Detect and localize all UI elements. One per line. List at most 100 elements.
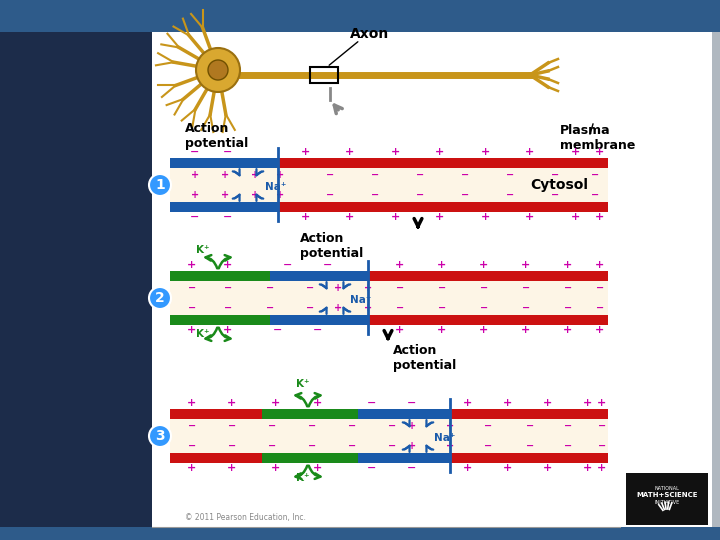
Text: −: − — [416, 190, 424, 200]
Text: Action
potential: Action potential — [185, 122, 248, 150]
Bar — [170, 202, 278, 212]
Text: +: + — [187, 463, 197, 473]
Text: −: − — [484, 421, 492, 431]
Text: +: + — [346, 147, 355, 157]
Text: +: + — [563, 260, 572, 270]
Text: +: + — [187, 398, 197, 408]
Bar — [712, 32, 720, 527]
Text: Action
potential: Action potential — [393, 344, 456, 372]
Text: +: + — [395, 325, 405, 335]
Text: +: + — [221, 190, 229, 200]
Text: NATIONAL: NATIONAL — [654, 485, 680, 490]
Text: +: + — [595, 260, 605, 270]
Bar — [152, 12, 712, 528]
Text: −: − — [188, 421, 196, 431]
Text: −: − — [461, 170, 469, 180]
Text: −: − — [188, 283, 196, 293]
Text: Action
potential: Action potential — [300, 232, 364, 260]
Bar — [170, 453, 262, 463]
Text: K⁺: K⁺ — [196, 245, 210, 255]
Text: −: − — [326, 190, 334, 200]
Text: −: − — [506, 190, 514, 200]
Text: −: − — [223, 147, 233, 157]
Text: +: + — [544, 463, 553, 473]
Text: −: − — [308, 441, 316, 451]
Text: −: − — [438, 283, 446, 293]
Text: +: + — [563, 325, 572, 335]
Text: +: + — [390, 212, 400, 222]
Bar — [278, 202, 608, 212]
Bar — [170, 271, 270, 281]
Text: +: + — [595, 325, 605, 335]
Text: 2: 2 — [155, 291, 165, 305]
Text: −: − — [367, 398, 377, 408]
Text: +: + — [503, 398, 513, 408]
Text: +: + — [187, 260, 197, 270]
Text: +: + — [334, 283, 342, 293]
Text: +: + — [364, 303, 372, 313]
Text: +: + — [223, 325, 233, 335]
Text: +: + — [521, 325, 531, 335]
Text: −: − — [388, 441, 396, 451]
Text: −: − — [461, 190, 469, 200]
Text: 3: 3 — [156, 429, 165, 443]
Bar — [262, 453, 358, 463]
Text: +: + — [390, 147, 400, 157]
Text: −: − — [551, 190, 559, 200]
Text: −: − — [596, 303, 604, 313]
Text: +: + — [187, 325, 197, 335]
Text: +: + — [570, 212, 580, 222]
Text: +: + — [464, 398, 472, 408]
Text: −: − — [190, 147, 199, 157]
Text: +: + — [191, 190, 199, 200]
Circle shape — [149, 425, 171, 447]
Circle shape — [149, 287, 171, 309]
Bar — [170, 315, 270, 325]
Text: −: − — [438, 303, 446, 313]
Text: −: − — [388, 421, 396, 431]
Text: +: + — [503, 463, 513, 473]
Text: +: + — [346, 212, 355, 222]
Bar — [358, 453, 450, 463]
Text: −: − — [416, 170, 424, 180]
Text: −: − — [313, 325, 323, 335]
Text: −: − — [188, 441, 196, 451]
Text: +: + — [595, 212, 605, 222]
Text: −: − — [283, 260, 293, 270]
Text: +: + — [595, 147, 605, 157]
Text: +: + — [228, 398, 237, 408]
Text: −: − — [526, 421, 534, 431]
Text: −: − — [268, 421, 276, 431]
Bar — [368, 271, 608, 281]
Bar — [278, 158, 608, 168]
Text: −: − — [564, 303, 572, 313]
Bar — [368, 315, 608, 325]
Text: −: − — [228, 421, 236, 431]
Text: −: − — [190, 212, 199, 222]
Text: −: − — [564, 283, 572, 293]
Bar — [270, 271, 368, 281]
Bar — [270, 315, 368, 325]
Text: −: − — [396, 303, 404, 313]
Text: MATH+SCIENCE: MATH+SCIENCE — [636, 492, 698, 498]
Text: © 2011 Pearson Education, Inc.: © 2011 Pearson Education, Inc. — [185, 513, 306, 522]
Text: −: − — [408, 398, 417, 408]
Text: +: + — [276, 190, 284, 200]
Text: −: − — [396, 283, 404, 293]
Text: −: − — [591, 170, 599, 180]
Text: +: + — [334, 303, 342, 313]
Text: +: + — [223, 260, 233, 270]
Text: +: + — [480, 260, 489, 270]
Text: −: − — [308, 421, 316, 431]
Bar — [170, 168, 608, 202]
Circle shape — [196, 48, 240, 92]
Text: +: + — [395, 260, 405, 270]
Text: −: − — [348, 441, 356, 451]
Text: +: + — [313, 398, 323, 408]
Text: −: − — [367, 463, 377, 473]
Text: −: − — [323, 260, 333, 270]
Text: Cytosol: Cytosol — [530, 178, 588, 192]
Bar — [170, 419, 608, 453]
Bar — [170, 281, 608, 315]
Text: −: − — [326, 170, 334, 180]
